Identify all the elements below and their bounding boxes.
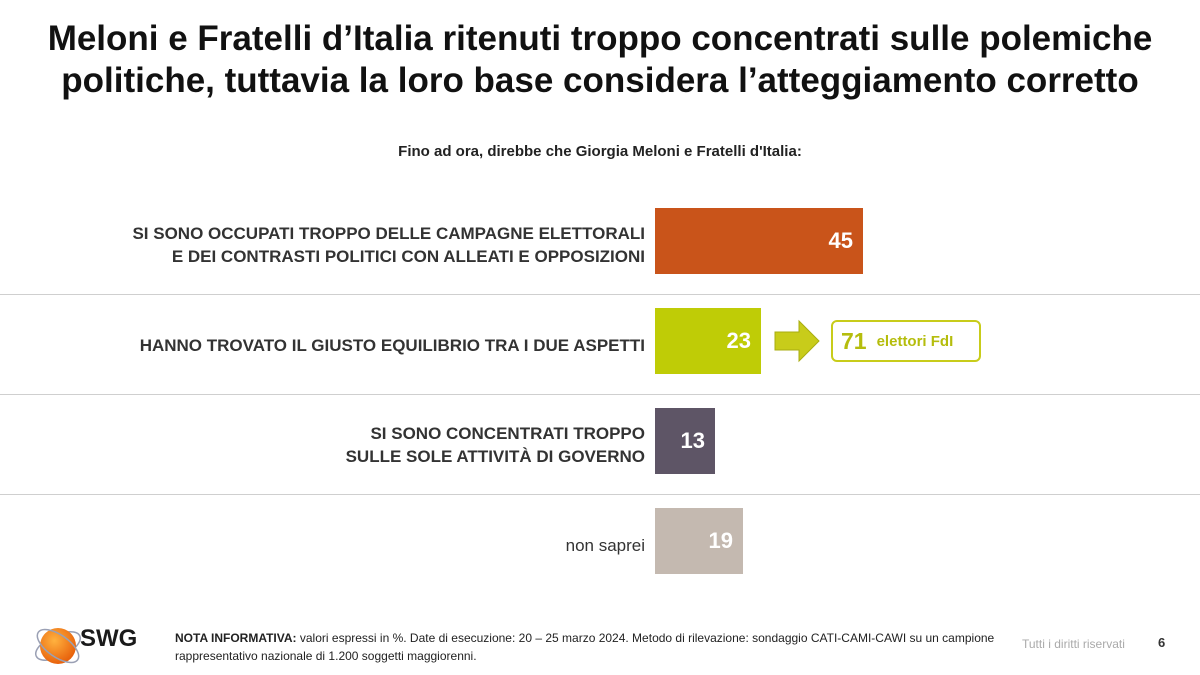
callout-label: elettori FdI xyxy=(876,332,954,350)
page-number: 6 xyxy=(1158,635,1166,650)
row-divider xyxy=(0,394,1200,395)
category-label-line: SULLE SOLE ATTIVITÀ DI GOVERNO xyxy=(345,447,645,466)
category-label: HANNO TROVATO IL GIUSTO EQUILIBRIO TRA I… xyxy=(85,295,645,395)
category-label: non saprei xyxy=(85,495,645,595)
bar xyxy=(655,408,715,474)
chart-row: SI SONO OCCUPATI TROPPO DELLE CAMPAGNE E… xyxy=(0,195,1200,295)
row-divider xyxy=(0,294,1200,295)
note-heading: NOTA INFORMATIVA: xyxy=(175,631,297,645)
bar-value-label: 45 xyxy=(828,228,853,253)
bar-value-label: 23 xyxy=(726,328,751,353)
category-label: SI SONO OCCUPATI TROPPO DELLE CAMPAGNE E… xyxy=(85,195,645,295)
note-text: valori espressi in %. Date di esecuzione… xyxy=(175,631,995,663)
footer: SWG NOTA INFORMATIVA: valori espressi in… xyxy=(0,615,1200,675)
bar-value-label: 13 xyxy=(680,428,705,453)
category-label-line: non saprei xyxy=(565,535,645,555)
title-line-2: politiche, tuttavia la loro base conside… xyxy=(61,61,1139,100)
callout-value: 71 xyxy=(841,327,867,354)
chart-row: SI SONO CONCENTRATI TROPPO SULLE SOLE ATT… xyxy=(0,395,1200,495)
bar xyxy=(655,208,863,274)
callout-arrow-shape xyxy=(774,319,820,363)
callout-box: 71 elettori FdI xyxy=(831,320,981,362)
methodology-note: NOTA INFORMATIVA: valori espressi in %. … xyxy=(175,629,1015,665)
category-label-line: HANNO TROVATO IL GIUSTO EQUILIBRIO TRA I… xyxy=(139,335,645,355)
bar-value-label: 19 xyxy=(708,528,733,553)
chart-row: HANNO TROVATO IL GIUSTO EQUILIBRIO TRA I… xyxy=(0,295,1200,395)
rights-text: Tutti i diritti riservati xyxy=(1022,637,1125,651)
chart-row: non saprei 19 xyxy=(0,495,1200,595)
bar xyxy=(655,308,761,374)
category-label-line: E DEI CONTRASTI POLITICI CON ALLEATI E O… xyxy=(171,247,645,266)
bar-chart: SI SONO OCCUPATI TROPPO DELLE CAMPAGNE E… xyxy=(0,195,1200,595)
category-label-line: SI SONO OCCUPATI TROPPO DELLE CAMPAGNE E… xyxy=(132,224,645,243)
page-title: Meloni e Fratelli d’Italia ritenuti trop… xyxy=(0,18,1200,102)
row-divider xyxy=(0,494,1200,495)
swg-logo-icon xyxy=(35,628,81,664)
logo-text: SWG xyxy=(80,625,138,652)
chart-subtitle: Fino ad ora, direbbe che Giorgia Meloni … xyxy=(398,143,802,160)
category-label: SI SONO CONCENTRATI TROPPO SULLE SOLE ATT… xyxy=(85,395,645,495)
bar xyxy=(655,508,743,574)
title-line-1: Meloni e Fratelli d’Italia ritenuti trop… xyxy=(47,19,1153,58)
callout-arrow-icon xyxy=(774,319,820,363)
category-label-line: SI SONO CONCENTRATI TROPPO xyxy=(370,424,645,443)
